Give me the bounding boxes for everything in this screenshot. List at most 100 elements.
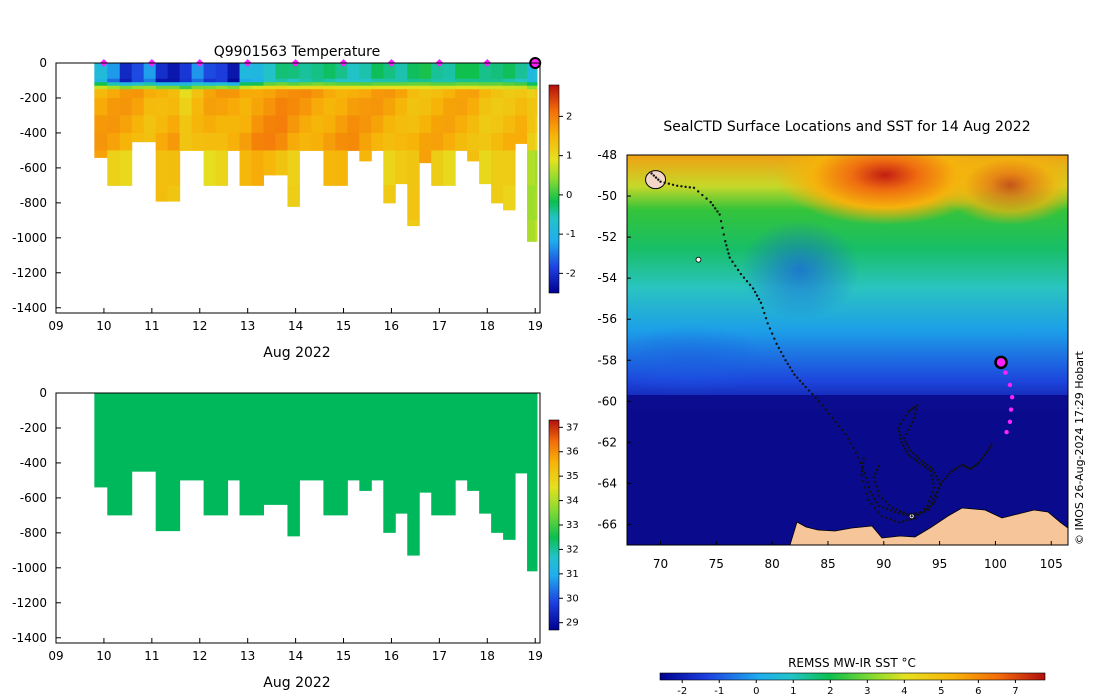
- temperature-cell: [179, 73, 193, 80]
- loop-track-point: [906, 443, 909, 446]
- temperature-cell: [287, 78, 300, 83]
- salinity-column: [443, 393, 456, 516]
- historic-track-point: [941, 480, 945, 483]
- temperature-cell: [503, 115, 516, 134]
- temperature-cell: [94, 132, 108, 151]
- loop-track-point: [873, 480, 877, 484]
- temperature-cell: [347, 132, 360, 151]
- temperature-cell: [143, 97, 157, 116]
- temperature-cell: [395, 85, 408, 90]
- salinity-column: [527, 393, 536, 572]
- temperature-axes-frame: [55, 62, 541, 314]
- salinity-cb-tick-label: 36: [566, 447, 579, 458]
- temperature-ytick-label: -1400: [12, 301, 47, 315]
- temperature-cell: [311, 63, 324, 69]
- map-xtick-label: 80: [764, 557, 779, 571]
- temperature-cell: [479, 85, 492, 90]
- temperature-cell: [227, 73, 241, 80]
- temperature-cell: [155, 185, 169, 202]
- temperature-cell: [203, 68, 217, 74]
- temperature-cell: [143, 132, 157, 143]
- temperature-cell: [143, 82, 157, 87]
- historic-track-point: [711, 204, 715, 207]
- temperature-cell: [179, 68, 193, 74]
- salinity-column: [119, 393, 133, 516]
- salinity-ytick-label: -1400: [12, 631, 47, 645]
- salinity-axes: 09 10 11 12 13 14 15 16 17 18 19 0 -200 -400 -600 -800 -…: [12, 386, 543, 663]
- loop-track-point: [877, 510, 880, 514]
- temperature-cell: [251, 78, 264, 83]
- temperature-cell: [383, 185, 396, 204]
- temperature-cell: [535, 115, 538, 134]
- temperature-cell: [94, 78, 108, 83]
- temperature-cell: [155, 115, 169, 134]
- temperature-cb-tick-label: 2: [566, 111, 572, 122]
- temperature-cell: [419, 132, 432, 151]
- temperature-cell: [491, 97, 504, 116]
- temperature-cell: [383, 132, 396, 151]
- temperature-cell: [299, 89, 312, 99]
- loop-track-point: [875, 485, 878, 488]
- temperature-cell: [215, 68, 229, 74]
- historic-track-point: [859, 461, 862, 465]
- salinity-column: [503, 393, 516, 540]
- historic-track-point: [718, 213, 721, 216]
- temperature-cell: [535, 85, 538, 90]
- temperature-cell: [335, 78, 348, 83]
- salinity-xtick-label: 10: [96, 649, 111, 663]
- temperature-cell: [455, 73, 468, 80]
- map-xtick-label: 70: [653, 557, 668, 571]
- historic-track-point: [775, 342, 778, 346]
- temperature-cell: [323, 82, 336, 87]
- historic-track-point: [716, 210, 719, 213]
- loop-track-point: [891, 506, 894, 510]
- salinity-cb-tick-label: 29: [566, 618, 579, 629]
- temperature-cell: [179, 97, 193, 116]
- temperature-cell: [215, 132, 229, 151]
- temperature-cell: [215, 97, 229, 116]
- loop-track-point: [914, 408, 918, 411]
- temperature-cell: [179, 85, 193, 90]
- temperature-cell: [287, 68, 300, 74]
- temperature-cell: [407, 89, 420, 99]
- temperature-cell: [94, 68, 108, 74]
- temperature-cell: [395, 89, 408, 99]
- loop-track-point: [928, 505, 931, 509]
- temperature-cell: [179, 82, 193, 87]
- temperature-cell: [215, 82, 229, 87]
- temperature-cell: [479, 115, 492, 134]
- salinity-column: [227, 393, 241, 481]
- historic-track-point: [939, 483, 943, 487]
- temperature-cell: [527, 132, 536, 151]
- temperature-cell: [131, 73, 145, 80]
- temperature-cell: [515, 63, 528, 69]
- temperature-cell: [287, 85, 300, 90]
- temperature-cell: [311, 78, 324, 83]
- historic-track-point: [852, 446, 855, 450]
- temperature-cell: [323, 73, 336, 80]
- historic-track-point: [946, 475, 949, 478]
- historic-track-point: [948, 472, 951, 475]
- salinity-xtick-label: 11: [144, 649, 159, 663]
- loop-track-point: [902, 437, 906, 440]
- salinity-cb-tick-label: 35: [566, 471, 579, 482]
- temperature-cell: [191, 82, 205, 87]
- loop-track-point: [914, 454, 918, 457]
- historic-track-point: [955, 466, 959, 470]
- temperature-cell: [299, 85, 312, 90]
- sst-field: [627, 155, 1068, 545]
- temperature-colorbar: [548, 84, 560, 294]
- historic-track-point: [798, 379, 802, 382]
- historic-track-point: [728, 256, 731, 259]
- temperature-cell: [383, 82, 396, 87]
- historic-track-point: [960, 463, 964, 467]
- temperature-cell: [203, 150, 217, 186]
- temperature-cell: [467, 89, 480, 99]
- map-xtick-label: 75: [709, 557, 724, 571]
- temperature-cell: [215, 115, 229, 134]
- salinity-xtick-label: 15: [336, 649, 351, 663]
- temperature-cell: [359, 132, 372, 151]
- temperature-panel: Q9901563 Temperature 09 10 11 12 13 14 15 16 17 1…: [12, 44, 576, 361]
- loop-track-point: [907, 428, 910, 432]
- temperature-cell: [535, 97, 538, 116]
